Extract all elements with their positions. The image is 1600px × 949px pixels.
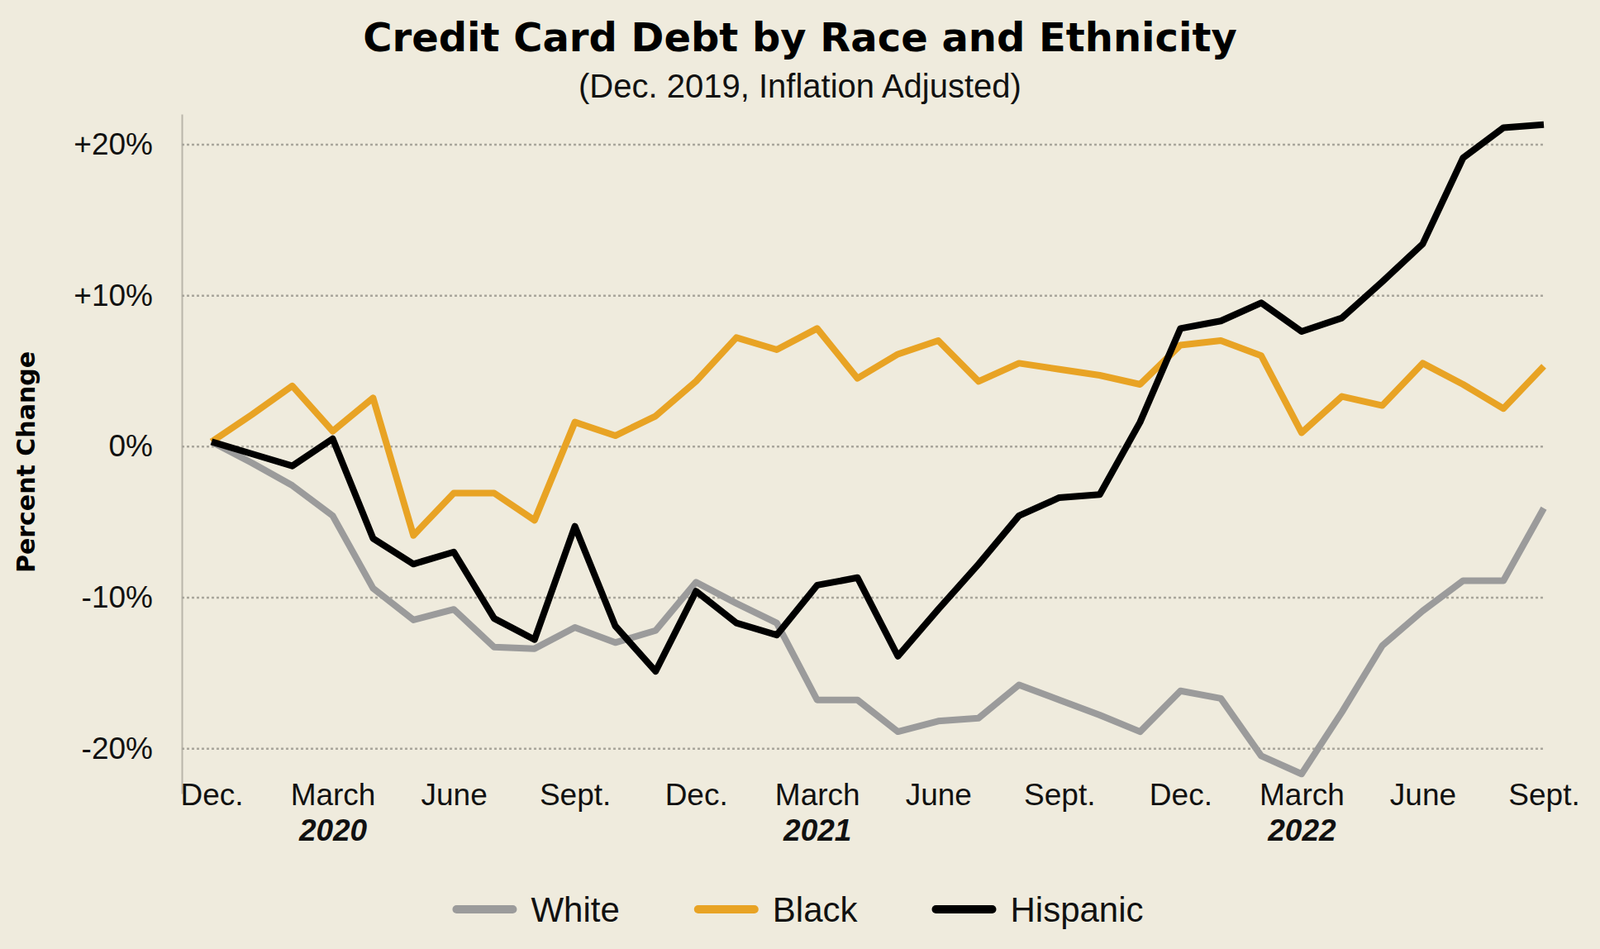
plot-area [211, 124, 1544, 774]
legend-item: White [456, 890, 620, 929]
legend-swatch [698, 904, 755, 914]
legend-label: Black [772, 890, 859, 929]
title: Credit Card Debt by Race and Ethnicity [362, 14, 1237, 61]
series-line [211, 328, 1544, 535]
x-tick-label: March2020 [290, 777, 377, 848]
y-tick-label: +20% [73, 127, 153, 162]
y-tick-label: -20% [81, 731, 153, 766]
y-axis-line [181, 114, 184, 795]
legend-label: White [530, 890, 620, 929]
x-tick: June [420, 777, 487, 812]
legend: White Black Hispanic [456, 890, 1143, 929]
x-tick: Sept. [539, 777, 611, 812]
x-tick-label: March2021 [775, 777, 861, 848]
x-tick-label: Sept. [1508, 777, 1580, 812]
y-tick: +10% [73, 278, 1546, 313]
x-tick: June [1390, 777, 1457, 812]
x-tick-label: Sept. [1023, 777, 1096, 812]
x-tick: Sept. [1023, 777, 1096, 812]
chart: Credit Card Debt by Race and Ethnicity (D… [0, 0, 1600, 949]
grid-line [181, 143, 1546, 147]
x-tick: March2021 [775, 777, 861, 848]
x-tick: Dec. [665, 777, 729, 812]
x-tick: March2022 [1259, 777, 1345, 848]
x-tick-label: Dec. [1149, 777, 1213, 812]
y-axis: +20% +10% 0% -10% -20% [73, 114, 1546, 795]
x-tick-label: June [905, 777, 972, 812]
legend-label: Hispanic [1009, 890, 1143, 929]
legend-swatch [935, 904, 992, 914]
x-tick: March2020 [290, 777, 377, 848]
x-tick: Sept. [1508, 777, 1580, 812]
x-tick-label: Dec. [665, 777, 729, 812]
background [0, 0, 1600, 949]
series-line [211, 124, 1544, 672]
y-tick-label: -10% [81, 580, 153, 615]
grid-line [181, 747, 1546, 750]
x-tick-label: Dec. [180, 777, 243, 812]
x-tick: Dec. [1149, 777, 1213, 812]
x-tick-label: June [420, 777, 487, 812]
legend-item: Black [698, 890, 859, 929]
series-line [211, 441, 1544, 774]
y-axis-title: Percent Change [11, 351, 41, 573]
x-tick-label: Sept. [539, 777, 611, 812]
y-tick-label: +10% [73, 278, 153, 313]
x-axis: Dec. March2020 June Sept. Dec. March2021 June S… [180, 777, 1580, 848]
x-tick-label: June [1390, 777, 1457, 812]
grid-line [181, 294, 1546, 297]
legend-item: Hispanic [935, 890, 1143, 929]
subtitle: (Dec. 2019, Inflation Adjusted) [578, 67, 1022, 105]
x-tick-label: March2022 [1259, 777, 1345, 848]
legend-swatch [456, 904, 513, 914]
y-tick-label: 0% [109, 428, 153, 463]
x-tick: Dec. [180, 777, 243, 812]
x-tick: June [905, 777, 972, 812]
y-tick: +20% [73, 127, 1546, 162]
